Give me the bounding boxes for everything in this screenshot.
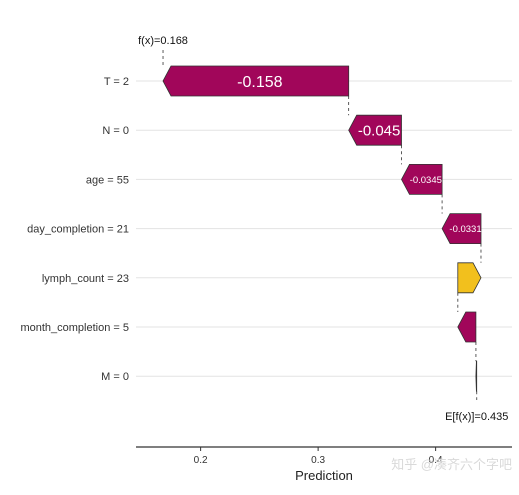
waterfall-bar [348,114,402,146]
waterfall-bar [457,262,482,294]
x-tick-label: 0.4 [429,455,443,466]
feature-label: N = 0 [102,125,129,137]
expected-value-label: E[f(x)]=0.435 [445,411,508,423]
feature-label: month_completion = 5 [20,322,129,334]
feature-label: lymph_count = 23 [42,273,129,285]
x-axis-title: Prediction [295,468,353,483]
waterfall-bar [457,311,477,343]
x-tick-label: 0.2 [194,455,208,466]
bar-value-label: -0.158 [237,74,282,91]
bar-value-label: -0.0331 [449,224,481,235]
feature-label: M = 0 [101,371,129,383]
waterfall-bar [475,360,478,392]
x-tick-label: 0.3 [311,455,325,466]
waterfall-bar [441,213,482,245]
feature-label: day_completion = 21 [27,224,129,236]
bar-value-label: -0.0345 [410,175,442,186]
fx-label: f(x)=0.168 [138,35,188,47]
bar-value-label: -0.045 [358,123,401,140]
waterfall-bar [401,163,443,195]
watermark-text: 知乎 @凑齐六个字吧 [391,457,512,472]
waterfall-bar [162,65,350,97]
feature-label: age = 55 [86,174,129,186]
feature-label: T = 2 [104,76,129,88]
